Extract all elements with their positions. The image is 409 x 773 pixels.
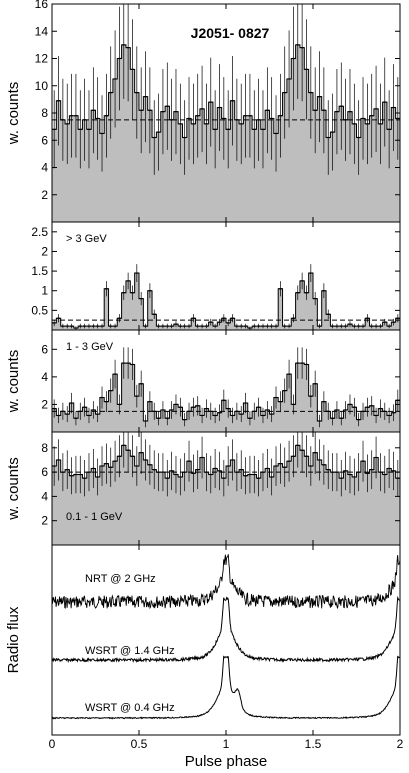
ytick-label-2-0: 2 [41,397,48,411]
radio-trace-0 [51,554,401,610]
ytick-label-2-1: 4 [41,370,48,384]
xlabel: Pulse phase [185,753,268,770]
ytick-label-1-3: 2 [41,244,48,258]
ylabel-3: w. counts [5,457,22,521]
ytick-label-0-6: 14 [35,24,49,38]
energy-label-1: > 3 GeV [66,233,107,245]
ytick-label-0-3: 8 [41,106,48,120]
energy-label-3: 0.1 - 1 GeV [66,511,123,523]
ytick-label-3-0: 2 [41,514,48,528]
xtick-label-1: 0.5 [131,737,148,751]
panel-title-0: J2051- 0827 [191,25,270,41]
histogram-3 [51,444,401,546]
ytick-label-3-1: 4 [41,489,48,503]
radio-label-0: NRT @ 2 GHz [85,573,156,585]
radio-trace-2 [51,655,400,720]
radio-trace-1 [51,595,401,664]
histogram-0 [51,44,401,223]
histogram-2 [51,362,401,433]
ytick-label-0-4: 10 [35,79,49,93]
ytick-label-0-0: 2 [41,188,48,202]
ylabel-0: w. counts [5,82,22,146]
ytick-label-0-5: 12 [35,52,49,66]
xtick-label-0: 0 [49,737,56,751]
ytick-label-1-2: 1.5 [31,264,48,278]
histogram-1 [51,272,401,331]
radio-label-2: WSRT @ 0.4 GHz [85,702,175,714]
radio-label-1: WSRT @ 1.4 GHz [85,645,175,657]
xtick-label-2: 1 [223,737,230,751]
ytick-label-1-0: 0.5 [31,303,48,317]
xtick-label-3: 1.5 [305,737,322,751]
ytick-label-0-7: 16 [35,0,49,11]
xtick-label-4: 2 [397,737,404,751]
ytick-label-2-2: 6 [41,342,48,356]
ytick-label-1-4: 2.5 [31,225,48,239]
ytick-label-3-2: 6 [41,465,48,479]
ytick-label-1-1: 1 [41,284,48,298]
ytick-label-0-2: 6 [41,133,48,147]
ylabel-2: w. counts [5,350,22,414]
energy-label-2: 1 - 3 GeV [66,341,114,353]
ytick-label-3-3: 8 [41,441,48,455]
ytick-label-0-1: 4 [41,161,48,175]
ylabel-4: Radio flux [5,606,22,673]
